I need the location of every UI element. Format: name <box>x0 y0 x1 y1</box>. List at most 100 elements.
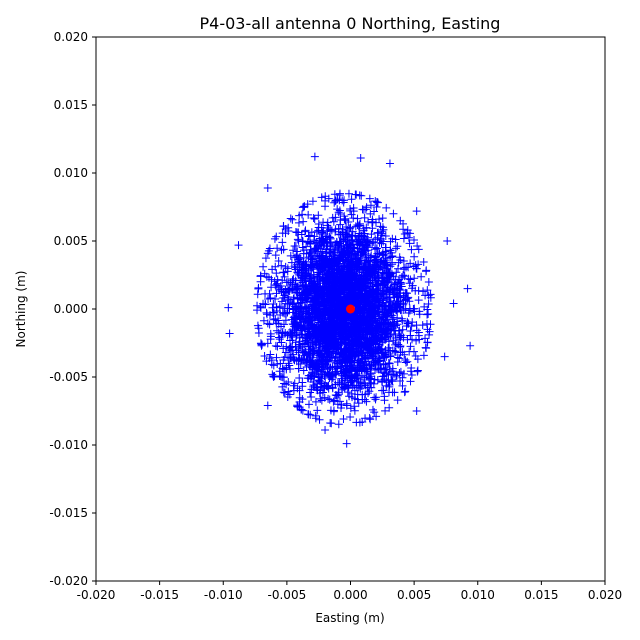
data-point <box>345 392 354 401</box>
data-point <box>299 313 308 322</box>
data-point <box>344 189 353 198</box>
data-point <box>386 253 395 262</box>
data-point <box>369 309 378 318</box>
data-point <box>336 230 345 239</box>
data-point <box>311 411 320 420</box>
data-point <box>331 197 340 206</box>
data-point <box>388 252 397 261</box>
data-point <box>375 292 384 301</box>
data-point <box>305 350 314 359</box>
data-point <box>272 281 281 290</box>
data-point <box>374 274 383 283</box>
data-point <box>409 262 418 271</box>
data-point <box>324 301 333 310</box>
data-point <box>338 265 347 274</box>
data-point <box>261 254 270 263</box>
data-point <box>377 348 386 357</box>
data-point <box>336 239 345 248</box>
data-point <box>339 383 348 392</box>
data-point <box>313 406 322 415</box>
data-point <box>306 271 315 280</box>
data-point <box>333 364 342 373</box>
data-point <box>367 230 376 239</box>
data-point <box>321 202 330 211</box>
data-point <box>263 339 272 348</box>
data-point <box>294 310 303 319</box>
data-point <box>321 235 330 244</box>
data-point <box>312 359 321 368</box>
data-point <box>378 214 387 223</box>
data-point <box>347 330 356 339</box>
data-point <box>325 395 334 404</box>
data-point <box>303 200 312 209</box>
data-point <box>393 242 402 251</box>
data-point <box>413 366 422 375</box>
data-point <box>263 249 272 258</box>
data-point <box>392 371 401 380</box>
data-point <box>314 336 323 345</box>
data-point <box>314 372 323 381</box>
data-point <box>276 310 285 319</box>
data-point <box>414 245 423 254</box>
data-point <box>273 279 282 288</box>
data-point <box>283 264 292 273</box>
ticks-layer: -0.020 -0.015 -0.010 -0.005 0.000 0.005 0.010 0… <box>49 30 622 602</box>
data-point <box>327 375 336 384</box>
data-point <box>273 360 282 369</box>
data-point <box>306 349 315 358</box>
data-point <box>395 302 404 311</box>
data-point <box>347 195 356 204</box>
data-point <box>329 217 338 226</box>
data-point <box>328 254 337 263</box>
data-point <box>290 317 299 326</box>
data-point <box>285 286 294 295</box>
data-point <box>344 381 353 390</box>
data-point <box>298 210 307 219</box>
data-point <box>266 332 275 341</box>
data-point <box>306 260 315 269</box>
data-point <box>339 354 348 363</box>
data-point <box>336 257 345 266</box>
data-point <box>419 351 428 360</box>
data-point-outlier <box>463 284 472 293</box>
data-point <box>367 305 376 314</box>
data-point <box>275 371 284 380</box>
data-point <box>318 263 327 272</box>
data-point <box>277 261 286 270</box>
data-point <box>335 267 344 276</box>
data-point <box>257 340 266 349</box>
data-point <box>379 290 388 299</box>
data-point <box>303 374 312 383</box>
data-point <box>291 304 300 313</box>
data-point <box>346 371 355 380</box>
data-point <box>274 333 283 342</box>
data-point <box>424 277 433 286</box>
data-point <box>277 372 286 381</box>
data-point <box>279 222 288 231</box>
data-point <box>329 321 338 330</box>
data-point <box>256 271 265 280</box>
data-point <box>349 363 358 372</box>
data-point <box>265 320 274 329</box>
data-point <box>391 244 400 253</box>
data-point <box>386 271 395 280</box>
data-point <box>323 223 332 232</box>
data-point <box>381 406 390 415</box>
x-tick-label: 0.015 <box>524 588 558 602</box>
data-point <box>412 321 421 330</box>
data-point <box>336 282 345 291</box>
data-point <box>372 244 381 253</box>
y-tick-label: 0.000 <box>54 302 88 316</box>
data-point-outlier <box>356 154 365 163</box>
data-point <box>409 236 418 245</box>
data-point <box>279 344 288 353</box>
data-point <box>253 290 262 299</box>
data-point <box>373 375 382 384</box>
data-point <box>295 386 304 395</box>
data-point <box>271 251 280 260</box>
data-point <box>369 336 378 345</box>
data-point <box>291 319 300 328</box>
data-point <box>259 299 268 308</box>
